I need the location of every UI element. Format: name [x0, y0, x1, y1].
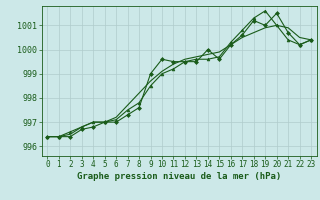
X-axis label: Graphe pression niveau de la mer (hPa): Graphe pression niveau de la mer (hPa): [77, 172, 281, 181]
